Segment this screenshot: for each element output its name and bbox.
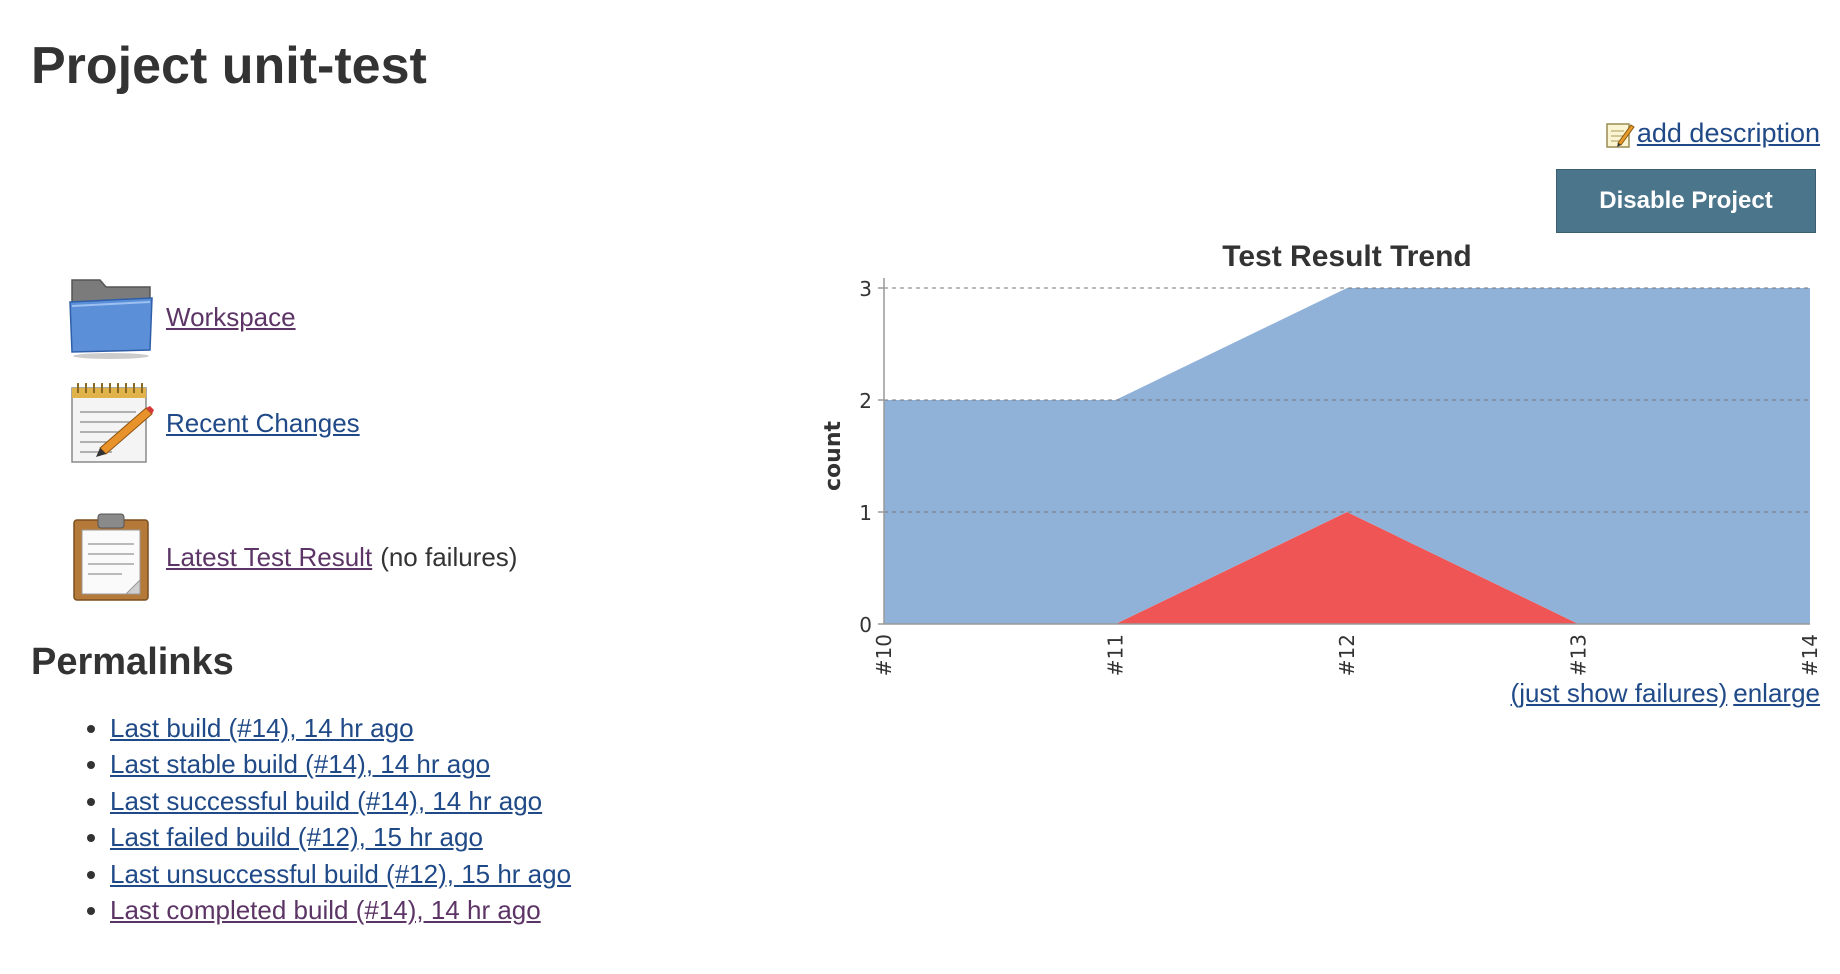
disable-project-button[interactable]: Disable Project [1556,169,1816,233]
permalink-last-successful-build[interactable]: Last successful build (#14), 14 hr ago [110,785,543,816]
recent-changes-link[interactable]: Recent Changes [166,407,360,438]
series-area-1 [884,288,1810,624]
permalink-last-build[interactable]: Last build (#14), 14 hr ago [110,713,414,743]
notepad-icon[interactable] [66,378,156,468]
chart-links: (just show failures) enlarge [1505,678,1820,709]
y-tick-label: 1 [859,501,872,525]
series-area-0 [884,512,1810,624]
trend-chart-svg[interactable]: Test Result Trend 0 1 2 3 #10 #11 #12 #13 #14 coun… [820,230,1820,690]
workspace-link[interactable]: Workspace [166,301,296,332]
list-item: Last failed build (#12), 15 hr ago [110,819,571,855]
edit-note-icon[interactable] [1605,119,1635,149]
test-result-status: (no failures) [380,541,518,572]
permalink-last-completed-build[interactable]: Last completed build (#14), 14 hr ago [110,895,541,926]
y-tick-label: 2 [859,389,872,413]
x-tick-label: #14 [1798,634,1820,676]
enlarge-link[interactable]: enlarge [1733,678,1820,708]
list-item: Last unsuccessful build (#12), 15 hr ago [110,856,571,892]
add-description-link[interactable]: add description [1636,118,1820,148]
permalink-last-failed-build[interactable]: Last failed build (#12), 15 hr ago [110,822,483,853]
list-item: Last stable build (#14), 14 hr ago [110,746,571,782]
y-tick-label: 0 [859,613,872,637]
task-latest-test-result[interactable]: Latest Test Result (no failures) [66,512,517,602]
just-show-failures-link[interactable]: (just show failures) [1510,678,1728,708]
folder-icon[interactable] [66,272,156,362]
page-title: Project unit-test [31,37,427,95]
permalinks-heading: Permalinks [31,641,234,683]
chart-title: Test Result Trend [1222,240,1472,273]
permalink-last-unsuccessful-build[interactable]: Last unsuccessful build (#12), 15 hr ago [110,858,572,889]
permalink-last-stable-build[interactable]: Last stable build (#14), 14 hr ago [110,749,491,780]
list-item: Last completed build (#14), 14 hr ago [110,892,571,928]
list-item: Last build (#14), 14 hr ago [110,710,571,746]
task-workspace[interactable]: Workspace [66,272,296,362]
clipboard-icon[interactable] [66,512,156,602]
latest-test-result-link[interactable]: Latest Test Result [166,541,373,572]
test-result-trend-chart[interactable]: Test Result Trend 0 1 2 3 #10 #11 #12 #13 #14 coun… [820,230,1820,690]
y-axis-label: count [821,421,846,491]
x-tick-label: #10 [872,634,896,676]
add-description[interactable]: add description [1605,118,1820,149]
task-recent-changes[interactable]: Recent Changes [66,378,360,468]
x-tick-label: #11 [1104,634,1128,676]
list-item: Last successful build (#14), 14 hr ago [110,783,571,819]
permalinks-list: Last build (#14), 14 hr ago Last stable … [80,710,571,928]
x-tick-label: #12 [1335,634,1359,676]
y-tick-label: 3 [859,277,872,301]
x-tick-label: #13 [1567,634,1591,676]
